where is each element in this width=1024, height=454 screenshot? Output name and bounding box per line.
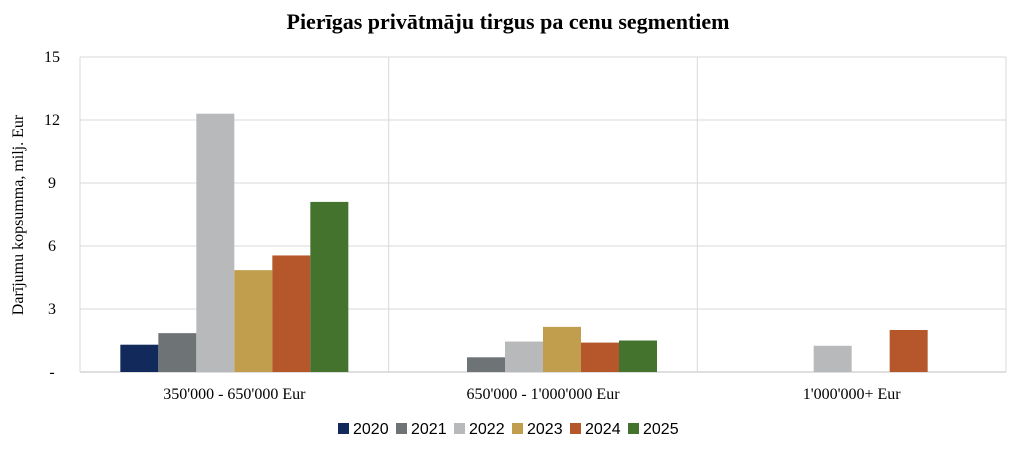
- x-tick-label: 350'000 - 650'000 Eur: [163, 386, 306, 403]
- legend-swatch-2020: [338, 423, 349, 434]
- bar-2023: [234, 270, 273, 372]
- x-tick-label: 650'000 - 1'000'000 Eur: [466, 386, 620, 403]
- bar-2022: [505, 341, 543, 372]
- bar-2025: [310, 201, 349, 372]
- bar-2024: [889, 330, 928, 372]
- y-tick-label: 9: [48, 175, 56, 192]
- legend-swatch-2025: [628, 423, 639, 434]
- bar-2023: [543, 326, 581, 372]
- bar-2025: [619, 340, 657, 372]
- legend-swatch-2021: [396, 423, 407, 434]
- x-tick-labels: 350'000 - 650'000 Eur 650'000 - 1'000'000…: [163, 386, 901, 403]
- y-tick-label: 3: [48, 301, 56, 318]
- legend-swatch-2023: [512, 423, 523, 434]
- legend-label-2024: 2024: [585, 421, 621, 438]
- bar-2022: [813, 345, 852, 372]
- chart-title: Pierīgas privātmāju tirgus pa cenu segme…: [287, 9, 730, 34]
- bar-2020: [120, 344, 159, 372]
- legend: 2020 2021 2022 2023 2024 2025: [338, 421, 679, 438]
- legend-label-2020: 2020: [353, 421, 389, 438]
- legend-label-2022: 2022: [469, 421, 505, 438]
- bar-2024: [581, 342, 619, 372]
- bar-2021: [467, 357, 505, 372]
- y-axis-label: Darījumu kopsumma, milj. Eur: [10, 114, 27, 315]
- y-tick-label: 12: [44, 112, 60, 129]
- x-tick-label: 1'000'000+ Eur: [803, 386, 902, 403]
- bar-2021: [158, 333, 197, 372]
- y-tick-label: 15: [44, 49, 60, 66]
- y-tick-label: 6: [48, 238, 56, 255]
- bar-2024: [272, 255, 311, 372]
- legend-label-2021: 2021: [411, 421, 447, 438]
- bars: [120, 113, 928, 372]
- y-tick-label: -: [49, 364, 54, 381]
- bar-2022: [196, 113, 235, 372]
- y-tick-labels: - 3 6 9 12 15: [44, 49, 60, 381]
- legend-label-2023: 2023: [527, 421, 563, 438]
- legend-swatch-2024: [570, 423, 581, 434]
- legend-label-2025: 2025: [643, 421, 679, 438]
- legend-swatch-2022: [454, 423, 465, 434]
